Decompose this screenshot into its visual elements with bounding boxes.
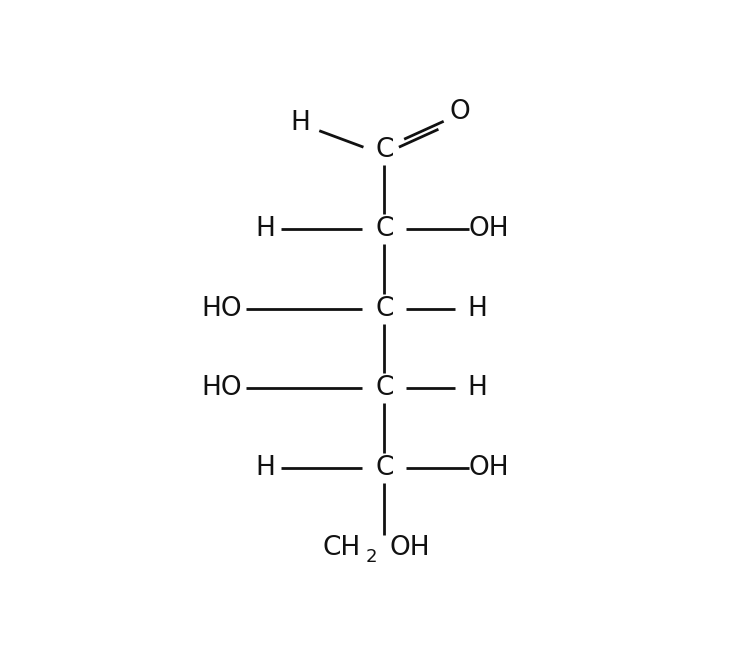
Text: C: C — [375, 296, 394, 322]
Text: OH: OH — [389, 535, 430, 561]
Text: 2: 2 — [366, 548, 377, 565]
Text: H: H — [467, 375, 488, 401]
Text: H: H — [255, 455, 275, 481]
Text: C: C — [375, 455, 394, 481]
Text: H: H — [290, 110, 310, 136]
Text: HO: HO — [201, 296, 242, 322]
Text: C: C — [375, 375, 394, 401]
Text: HO: HO — [201, 375, 242, 401]
Text: OH: OH — [469, 455, 509, 481]
Text: OH: OH — [469, 216, 509, 242]
Text: H: H — [467, 296, 488, 322]
Text: C: C — [375, 216, 394, 242]
Text: H: H — [255, 216, 275, 242]
Text: CH: CH — [322, 535, 362, 561]
Text: C: C — [375, 137, 394, 163]
Text: O: O — [449, 99, 470, 125]
